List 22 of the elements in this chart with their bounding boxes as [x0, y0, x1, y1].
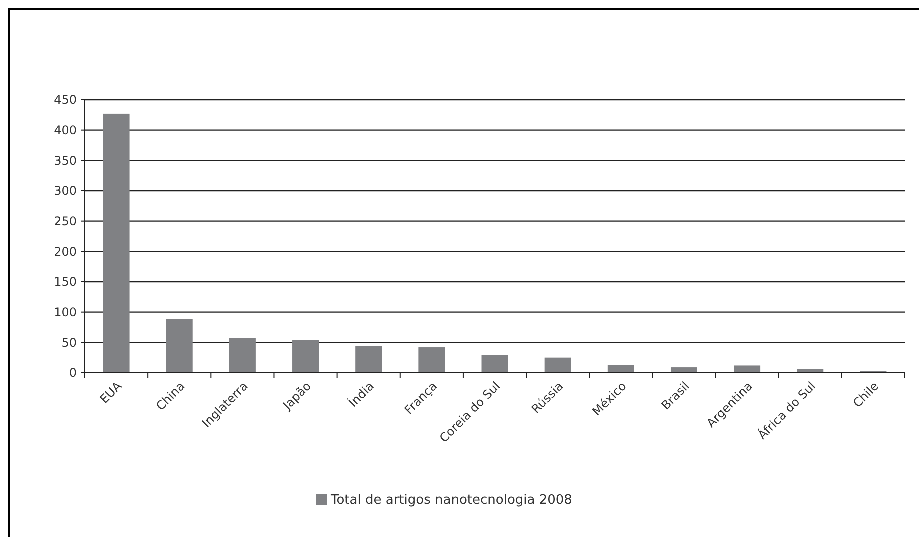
- bar: [418, 348, 446, 373]
- y-tick-label: 400: [54, 124, 77, 138]
- bar: [608, 365, 634, 373]
- y-tick-label: 50: [62, 336, 77, 350]
- y-tick-label: 300: [54, 184, 77, 198]
- bar: [544, 358, 572, 373]
- bar: [670, 368, 698, 373]
- bar: [292, 340, 320, 373]
- y-tick-label: 200: [54, 244, 77, 259]
- bar: [103, 114, 130, 373]
- bar: [356, 346, 382, 373]
- y-tick-label: 450: [54, 93, 77, 108]
- y-tick-label: 150: [54, 275, 77, 290]
- y-tick-label: 350: [54, 154, 77, 168]
- bar: [734, 366, 761, 373]
- y-tick-label: 0: [69, 366, 77, 380]
- bar: [166, 319, 193, 373]
- bar: [482, 355, 508, 373]
- y-tick-label: 100: [54, 306, 77, 320]
- bar: [229, 338, 256, 373]
- y-tick-label: 250: [54, 214, 77, 229]
- legend-label: Total de artigos nanotecnologia 2008: [330, 493, 572, 508]
